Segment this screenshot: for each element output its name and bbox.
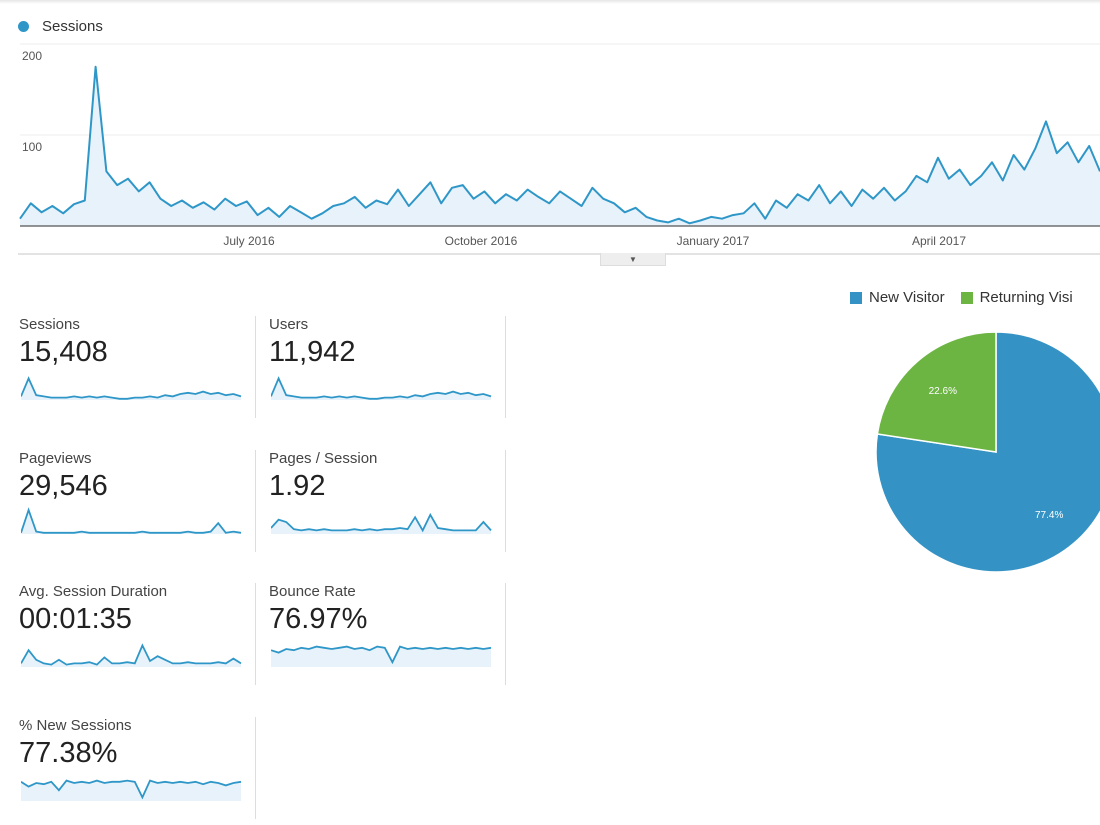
- y-tick-label: 100: [22, 140, 42, 154]
- metric-card[interactable]: % New Sessions 77.38%: [19, 717, 255, 819]
- metric-divider: [505, 316, 506, 418]
- metric-value: 29,546: [19, 470, 108, 502]
- metric-sparkline: [21, 779, 242, 801]
- pie-slice[interactable]: [875, 331, 1100, 573]
- metric-card[interactable]: Sessions 15,408: [19, 316, 255, 418]
- metric-card[interactable]: Users 11,942: [269, 316, 505, 418]
- sessions-legend-dot-icon: [18, 21, 29, 32]
- metric-divider: [255, 717, 256, 819]
- sessions-chart: 200 100 July 2016 October 2016 January 2017 A…: [19, 43, 1100, 248]
- metric-divider: [505, 583, 506, 685]
- metric-divider: [255, 450, 256, 552]
- x-tick-label: July 2016: [223, 234, 275, 248]
- pie-slice-label: 22.6%: [929, 386, 957, 397]
- pie-legend-label: New Visitor: [869, 289, 945, 306]
- metric-label: Sessions: [19, 316, 80, 333]
- legend-label: Sessions: [42, 18, 103, 35]
- pie-legend-returning-visitor[interactable]: Returning Visi: [960, 289, 1073, 306]
- metric-label: Bounce Rate: [269, 583, 356, 600]
- metric-divider: [255, 316, 256, 418]
- sparkline-line: [21, 507, 242, 534]
- chart-toggle-button[interactable]: ▼: [600, 253, 666, 266]
- pie-slice-label: 77.4%: [1035, 510, 1063, 521]
- y-tick-label: 200: [22, 49, 42, 63]
- metric-sparkline: [271, 645, 492, 667]
- metric-label: Pageviews: [19, 450, 92, 467]
- caret-down-icon: ▼: [629, 254, 637, 264]
- metric-card[interactable]: Pages / Session 1.92: [269, 450, 505, 552]
- metric-value: 77.38%: [19, 737, 118, 769]
- metric-divider: [505, 450, 506, 552]
- sparkline-area: [271, 378, 491, 400]
- sparkline-line: [21, 643, 242, 666]
- top-shadow: [0, 0, 1100, 4]
- pie-slice[interactable]: [876, 331, 997, 453]
- metric-sparkline: [21, 376, 242, 400]
- sparkline-line: [21, 779, 242, 800]
- metric-sparkline: [21, 643, 242, 667]
- metric-sparkline: [21, 507, 242, 534]
- sparkline-area: [271, 646, 491, 667]
- metric-divider: [255, 583, 256, 685]
- sparkline-area: [21, 645, 241, 667]
- metric-label: Users: [269, 316, 309, 333]
- x-tick-label: April 2017: [912, 234, 966, 248]
- sparkline-line: [271, 376, 492, 400]
- x-tick-label: October 2016: [445, 234, 518, 248]
- metric-value: 76.97%: [269, 603, 368, 635]
- metric-card[interactable]: Pageviews 29,546: [19, 450, 255, 552]
- metric-value: 00:01:35: [19, 603, 132, 635]
- metric-card[interactable]: Avg. Session Duration 00:01:35: [19, 583, 255, 685]
- metric-card[interactable]: Bounce Rate 76.97%: [269, 583, 505, 685]
- sparkline-area: [21, 780, 241, 801]
- metric-value: 11,942: [269, 336, 356, 368]
- new-visitor-swatch-icon: [850, 291, 862, 304]
- sparkline-area: [21, 510, 241, 534]
- metric-label: Avg. Session Duration: [19, 583, 168, 600]
- sparkline-area: [271, 514, 491, 534]
- pie-legend-label: Returning Visi: [979, 289, 1073, 306]
- returning-visitor-swatch-icon: [960, 291, 973, 304]
- chart-bottom-border: [18, 253, 1100, 255]
- sparkline-area: [21, 378, 241, 400]
- metric-sparkline: [271, 376, 492, 400]
- sparkline-line: [271, 645, 492, 665]
- chart-legend[interactable]: Sessions: [18, 18, 103, 35]
- metric-sparkline: [271, 512, 492, 534]
- x-tick-label: January 2017: [677, 234, 750, 248]
- sparkline-line: [21, 376, 242, 400]
- sparkline-line: [271, 512, 492, 533]
- metric-label: Pages / Session: [269, 450, 378, 467]
- metric-value: 1.92: [269, 470, 326, 502]
- sessions-line: [19, 65, 1100, 225]
- metric-label: % New Sessions: [19, 717, 132, 734]
- metric-value: 15,408: [19, 336, 108, 368]
- pie-legend: New Visitor Returning Visi: [850, 289, 1089, 306]
- sessions-area: [20, 66, 1100, 226]
- pie-legend-new-visitor[interactable]: New Visitor: [850, 289, 945, 306]
